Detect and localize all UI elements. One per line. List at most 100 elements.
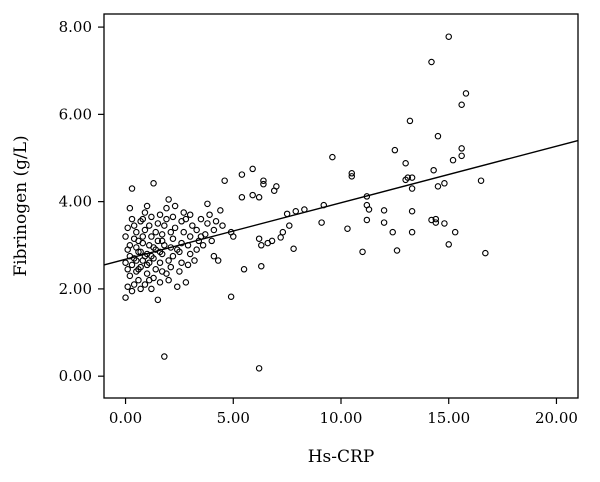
data-point: [279, 228, 287, 236]
data-point: [365, 206, 373, 213]
data-point: [154, 237, 162, 245]
data-point: [432, 215, 440, 223]
data-point: [126, 272, 134, 280]
data-point: [186, 211, 194, 218]
data-points: [122, 33, 489, 372]
data-point: [477, 177, 485, 184]
data-point: [152, 228, 159, 236]
data-point: [156, 259, 164, 266]
data-point: [227, 293, 235, 301]
data-point: [408, 185, 416, 192]
data-point: [122, 294, 129, 301]
data-point: [126, 242, 134, 249]
data-point: [145, 222, 153, 229]
data-point: [156, 248, 164, 256]
data-point: [212, 218, 220, 225]
data-point: [430, 166, 437, 174]
data-point: [158, 237, 166, 245]
data-point: [167, 263, 175, 271]
data-point: [161, 353, 168, 360]
data-point: [441, 180, 448, 187]
data-point: [189, 222, 196, 229]
data-point: [152, 266, 159, 273]
data-point: [210, 252, 218, 260]
data-point: [204, 200, 211, 208]
data-point: [124, 224, 131, 232]
data-point: [191, 257, 198, 264]
data-point: [264, 239, 271, 247]
data-point: [380, 207, 388, 214]
data-point: [255, 194, 263, 201]
data-point: [214, 257, 222, 264]
plot-frame: [103, 13, 579, 399]
data-point: [150, 180, 157, 187]
data-point: [445, 241, 452, 248]
data-point: [204, 220, 211, 227]
data-point: [141, 281, 149, 288]
data-point: [141, 226, 149, 234]
data-point: [249, 191, 256, 199]
data-point: [221, 177, 228, 184]
data-point: [482, 249, 489, 257]
data-point: [124, 283, 131, 290]
data-point: [286, 222, 293, 229]
data-point: [122, 259, 129, 266]
data-point: [126, 204, 134, 212]
data-point: [199, 242, 207, 249]
data-point: [169, 235, 177, 242]
y-axis-label: Fibrinogen (g/L): [11, 135, 31, 276]
data-point: [174, 246, 181, 253]
data-point: [154, 296, 162, 304]
data-point: [210, 226, 218, 234]
data-point: [318, 219, 325, 226]
data-point: [449, 156, 457, 164]
data-point: [458, 145, 465, 152]
data-point: [451, 228, 459, 236]
data-point: [206, 211, 213, 218]
data-point: [156, 279, 164, 286]
data-point: [133, 257, 140, 264]
data-point: [178, 239, 185, 247]
data-point: [143, 261, 151, 269]
data-point: [171, 202, 179, 210]
data-point: [150, 244, 157, 251]
data-point: [348, 170, 356, 177]
data-point: [344, 225, 351, 232]
data-point: [148, 213, 155, 221]
x-axis-label: Hs-CRP: [308, 447, 375, 467]
data-point: [130, 222, 138, 229]
data-point: [393, 247, 401, 254]
data-point: [260, 177, 267, 184]
data-point: [135, 266, 142, 273]
data-point: [329, 153, 336, 161]
data-point: [402, 159, 409, 167]
data-point: [441, 220, 448, 227]
data-point: [163, 215, 170, 223]
data-point: [249, 165, 256, 173]
data-point: [135, 276, 142, 284]
data-point: [458, 152, 465, 160]
y-tick-label: 8.00: [59, 18, 92, 36]
data-point: [238, 171, 246, 178]
data-point: [167, 228, 175, 236]
data-point: [126, 252, 134, 260]
data-point: [348, 173, 356, 180]
data-point: [145, 276, 153, 284]
data-point: [163, 270, 170, 277]
x-tick-label: 10.00: [320, 409, 363, 427]
x-tick-label: 20.00: [535, 409, 578, 427]
data-point: [258, 262, 265, 270]
data-point: [240, 266, 248, 273]
data-point: [182, 215, 190, 223]
data-point: [135, 248, 142, 256]
data-point: [122, 233, 129, 240]
data-point: [389, 228, 396, 236]
data-point: [161, 222, 168, 229]
y-axis: 0.00 2.00 4.00 6.00 8.00: [59, 18, 104, 385]
data-point: [139, 215, 147, 223]
data-point: [402, 176, 409, 184]
data-point: [163, 204, 170, 212]
data-point: [208, 237, 215, 245]
data-point: [178, 259, 185, 266]
